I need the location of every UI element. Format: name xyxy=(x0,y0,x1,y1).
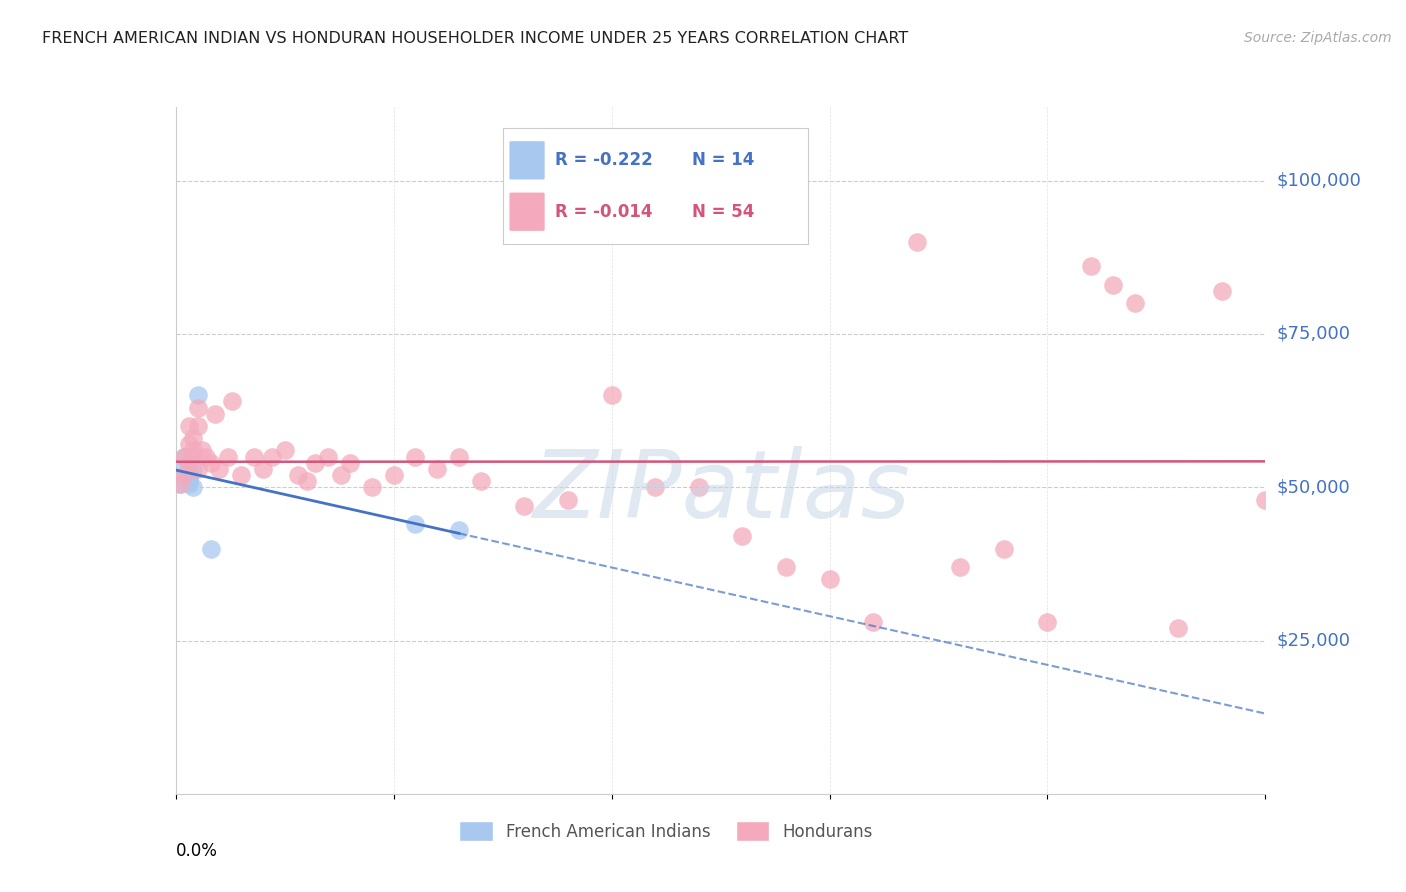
Legend: French American Indians, Hondurans: French American Indians, Hondurans xyxy=(453,814,879,847)
Text: $100,000: $100,000 xyxy=(1277,171,1361,190)
Point xyxy=(181,462,204,476)
Point xyxy=(360,480,382,494)
Point xyxy=(231,467,253,482)
Point xyxy=(1167,621,1189,635)
Point xyxy=(731,529,754,543)
Point xyxy=(1254,492,1277,507)
Point xyxy=(181,431,204,445)
Point xyxy=(688,480,710,494)
Point xyxy=(339,456,361,470)
Point xyxy=(905,235,928,249)
Text: $50,000: $50,000 xyxy=(1277,478,1350,496)
Point xyxy=(304,456,326,470)
Point xyxy=(862,615,884,630)
Point xyxy=(1036,615,1059,630)
Text: ZIPatlas: ZIPatlas xyxy=(531,446,910,537)
Point xyxy=(252,462,274,476)
Point xyxy=(177,477,200,491)
Point xyxy=(181,443,204,458)
Text: $25,000: $25,000 xyxy=(1277,632,1351,649)
Point xyxy=(200,541,222,556)
Point xyxy=(173,467,195,482)
Point xyxy=(447,450,470,464)
Point xyxy=(195,450,218,464)
Point xyxy=(204,407,226,421)
Point xyxy=(405,516,427,531)
Point xyxy=(186,388,209,402)
Point xyxy=(217,450,239,464)
Point xyxy=(173,462,195,476)
Point xyxy=(186,418,209,433)
Point xyxy=(1102,277,1125,292)
Point xyxy=(177,471,200,485)
Point xyxy=(177,456,200,470)
Point xyxy=(447,523,470,537)
Text: $75,000: $75,000 xyxy=(1277,325,1351,343)
Point xyxy=(470,474,492,488)
Point xyxy=(260,450,283,464)
Point xyxy=(200,456,222,470)
Point xyxy=(557,492,579,507)
Point xyxy=(382,467,405,482)
Point xyxy=(221,394,243,409)
Point xyxy=(173,450,195,464)
Point xyxy=(644,480,666,494)
Point xyxy=(405,450,427,464)
Point xyxy=(513,499,536,513)
Point xyxy=(993,541,1015,556)
Point xyxy=(177,418,200,433)
Point xyxy=(274,443,297,458)
Point xyxy=(287,467,309,482)
Point xyxy=(169,477,191,491)
Point xyxy=(191,443,214,458)
Point xyxy=(177,437,200,451)
Point xyxy=(600,388,623,402)
Point xyxy=(949,560,972,574)
Point xyxy=(1123,296,1146,310)
Point xyxy=(208,462,231,476)
Point xyxy=(775,560,797,574)
Point xyxy=(426,462,449,476)
Text: 0.0%: 0.0% xyxy=(176,842,218,860)
Point xyxy=(173,450,195,464)
Point xyxy=(330,467,353,482)
Point xyxy=(243,450,266,464)
Point xyxy=(318,450,340,464)
Point xyxy=(169,477,191,491)
Text: FRENCH AMERICAN INDIAN VS HONDURAN HOUSEHOLDER INCOME UNDER 25 YEARS CORRELATION: FRENCH AMERICAN INDIAN VS HONDURAN HOUSE… xyxy=(42,31,908,46)
Point xyxy=(181,450,204,464)
Point xyxy=(186,462,209,476)
Point xyxy=(186,401,209,415)
Text: Source: ZipAtlas.com: Source: ZipAtlas.com xyxy=(1244,31,1392,45)
Point xyxy=(818,572,841,586)
Point xyxy=(295,474,318,488)
Point xyxy=(177,467,200,482)
Point xyxy=(181,480,204,494)
Point xyxy=(177,474,200,488)
Point xyxy=(1080,260,1102,274)
Point xyxy=(1211,284,1233,298)
